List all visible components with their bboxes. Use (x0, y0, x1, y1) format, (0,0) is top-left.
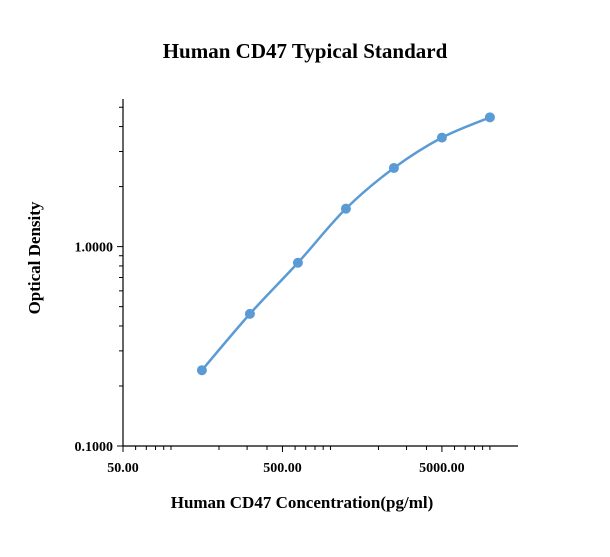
data-point (196, 365, 207, 376)
y-tick-label: 1.0000 (75, 241, 114, 256)
data-point (292, 257, 303, 268)
x-tick-label: 50.00 (107, 461, 139, 476)
series-line (200, 116, 491, 372)
x-tick-label: 500.00 (263, 461, 302, 476)
x-axis-title: Human CD47 Concentration(pg/ml) (171, 493, 434, 512)
data-point (340, 203, 351, 214)
y-axis-title: Optical Density (25, 201, 44, 314)
data-point (436, 132, 447, 143)
data-point (244, 308, 255, 319)
y-tick-label: 0.1000 (75, 440, 114, 455)
x-tick-label: 5000.00 (419, 461, 465, 476)
chart-title: Human CD47 Typical Standard (163, 39, 448, 63)
plot-area: 50.00 500.00 5000.00 0.1000 1.0000 (75, 99, 518, 476)
data-point (484, 112, 495, 123)
data-point (388, 162, 399, 173)
